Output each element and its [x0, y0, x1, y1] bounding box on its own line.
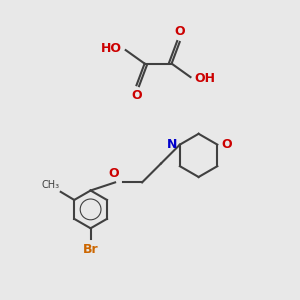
- Text: O: O: [109, 167, 119, 180]
- Text: HO: HO: [101, 42, 122, 55]
- Text: N: N: [167, 138, 177, 151]
- Text: CH₃: CH₃: [41, 181, 59, 190]
- Text: OH: OH: [194, 72, 215, 85]
- Text: O: O: [174, 25, 185, 38]
- Text: O: O: [221, 138, 232, 151]
- Text: O: O: [131, 89, 142, 102]
- Text: Br: Br: [83, 243, 98, 256]
